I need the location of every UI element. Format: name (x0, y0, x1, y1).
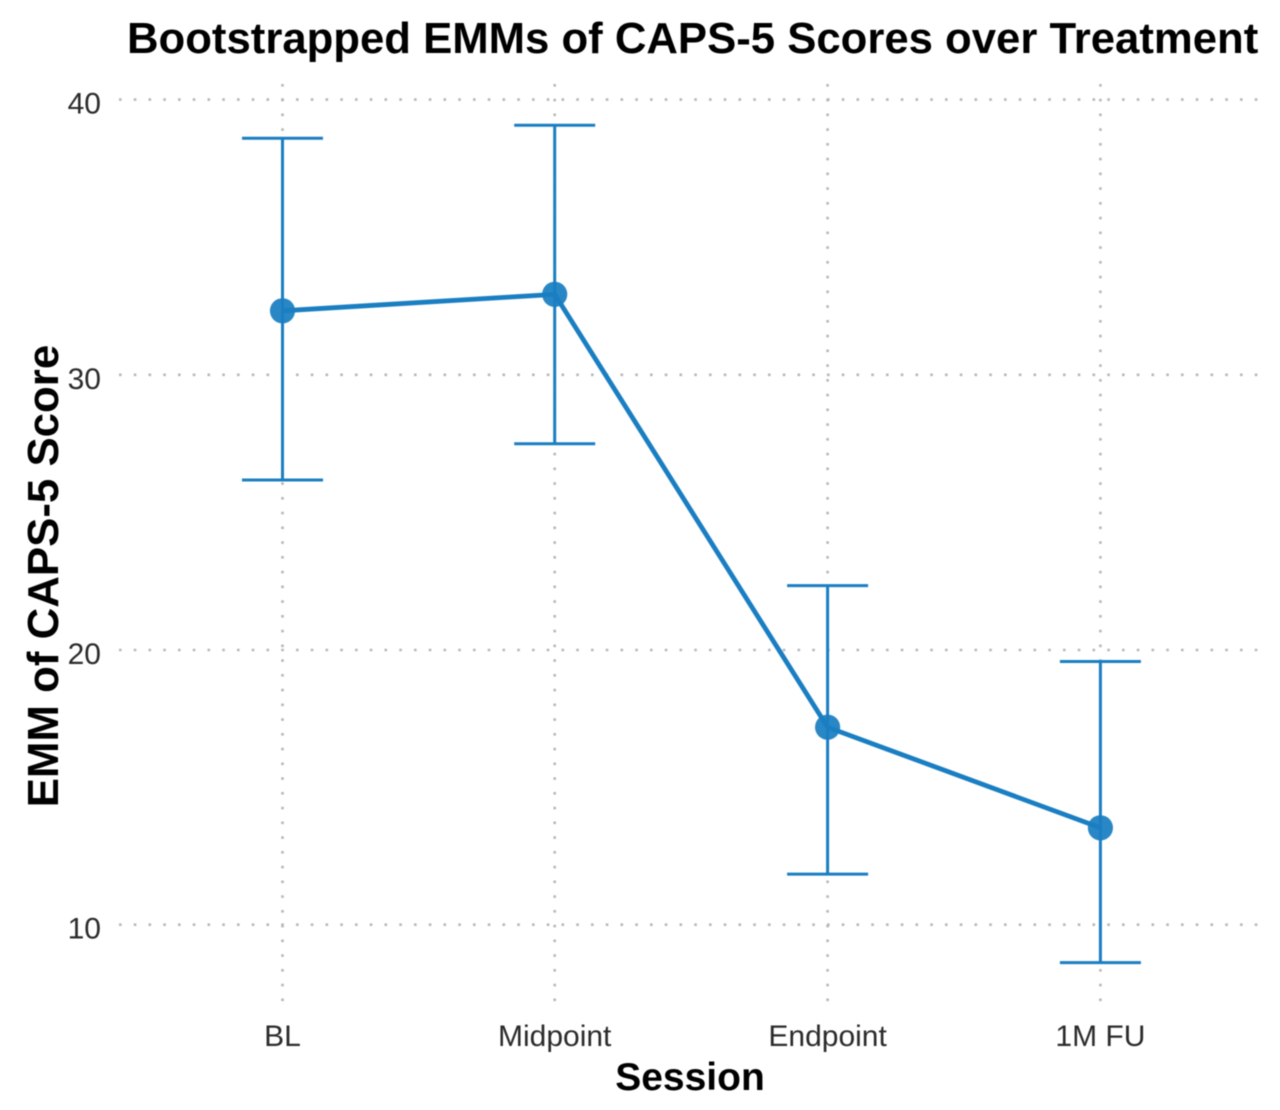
svg-text:30: 30 (68, 363, 101, 396)
svg-text:10: 10 (68, 913, 101, 946)
svg-text:Session: Session (615, 1056, 765, 1099)
svg-text:20: 20 (68, 638, 101, 671)
svg-text:Endpoint: Endpoint (768, 1020, 887, 1053)
svg-text:EMM of CAPS-5 Score: EMM of CAPS-5 Score (19, 345, 68, 807)
svg-text:BL: BL (264, 1020, 301, 1053)
svg-text:Midpoint: Midpoint (498, 1020, 612, 1053)
svg-text:Bootstrapped EMMs of CAPS-5 Sc: Bootstrapped EMMs of CAPS-5 Scores over … (127, 14, 1259, 63)
svg-text:40: 40 (68, 88, 101, 121)
svg-text:1M FU: 1M FU (1055, 1020, 1145, 1053)
